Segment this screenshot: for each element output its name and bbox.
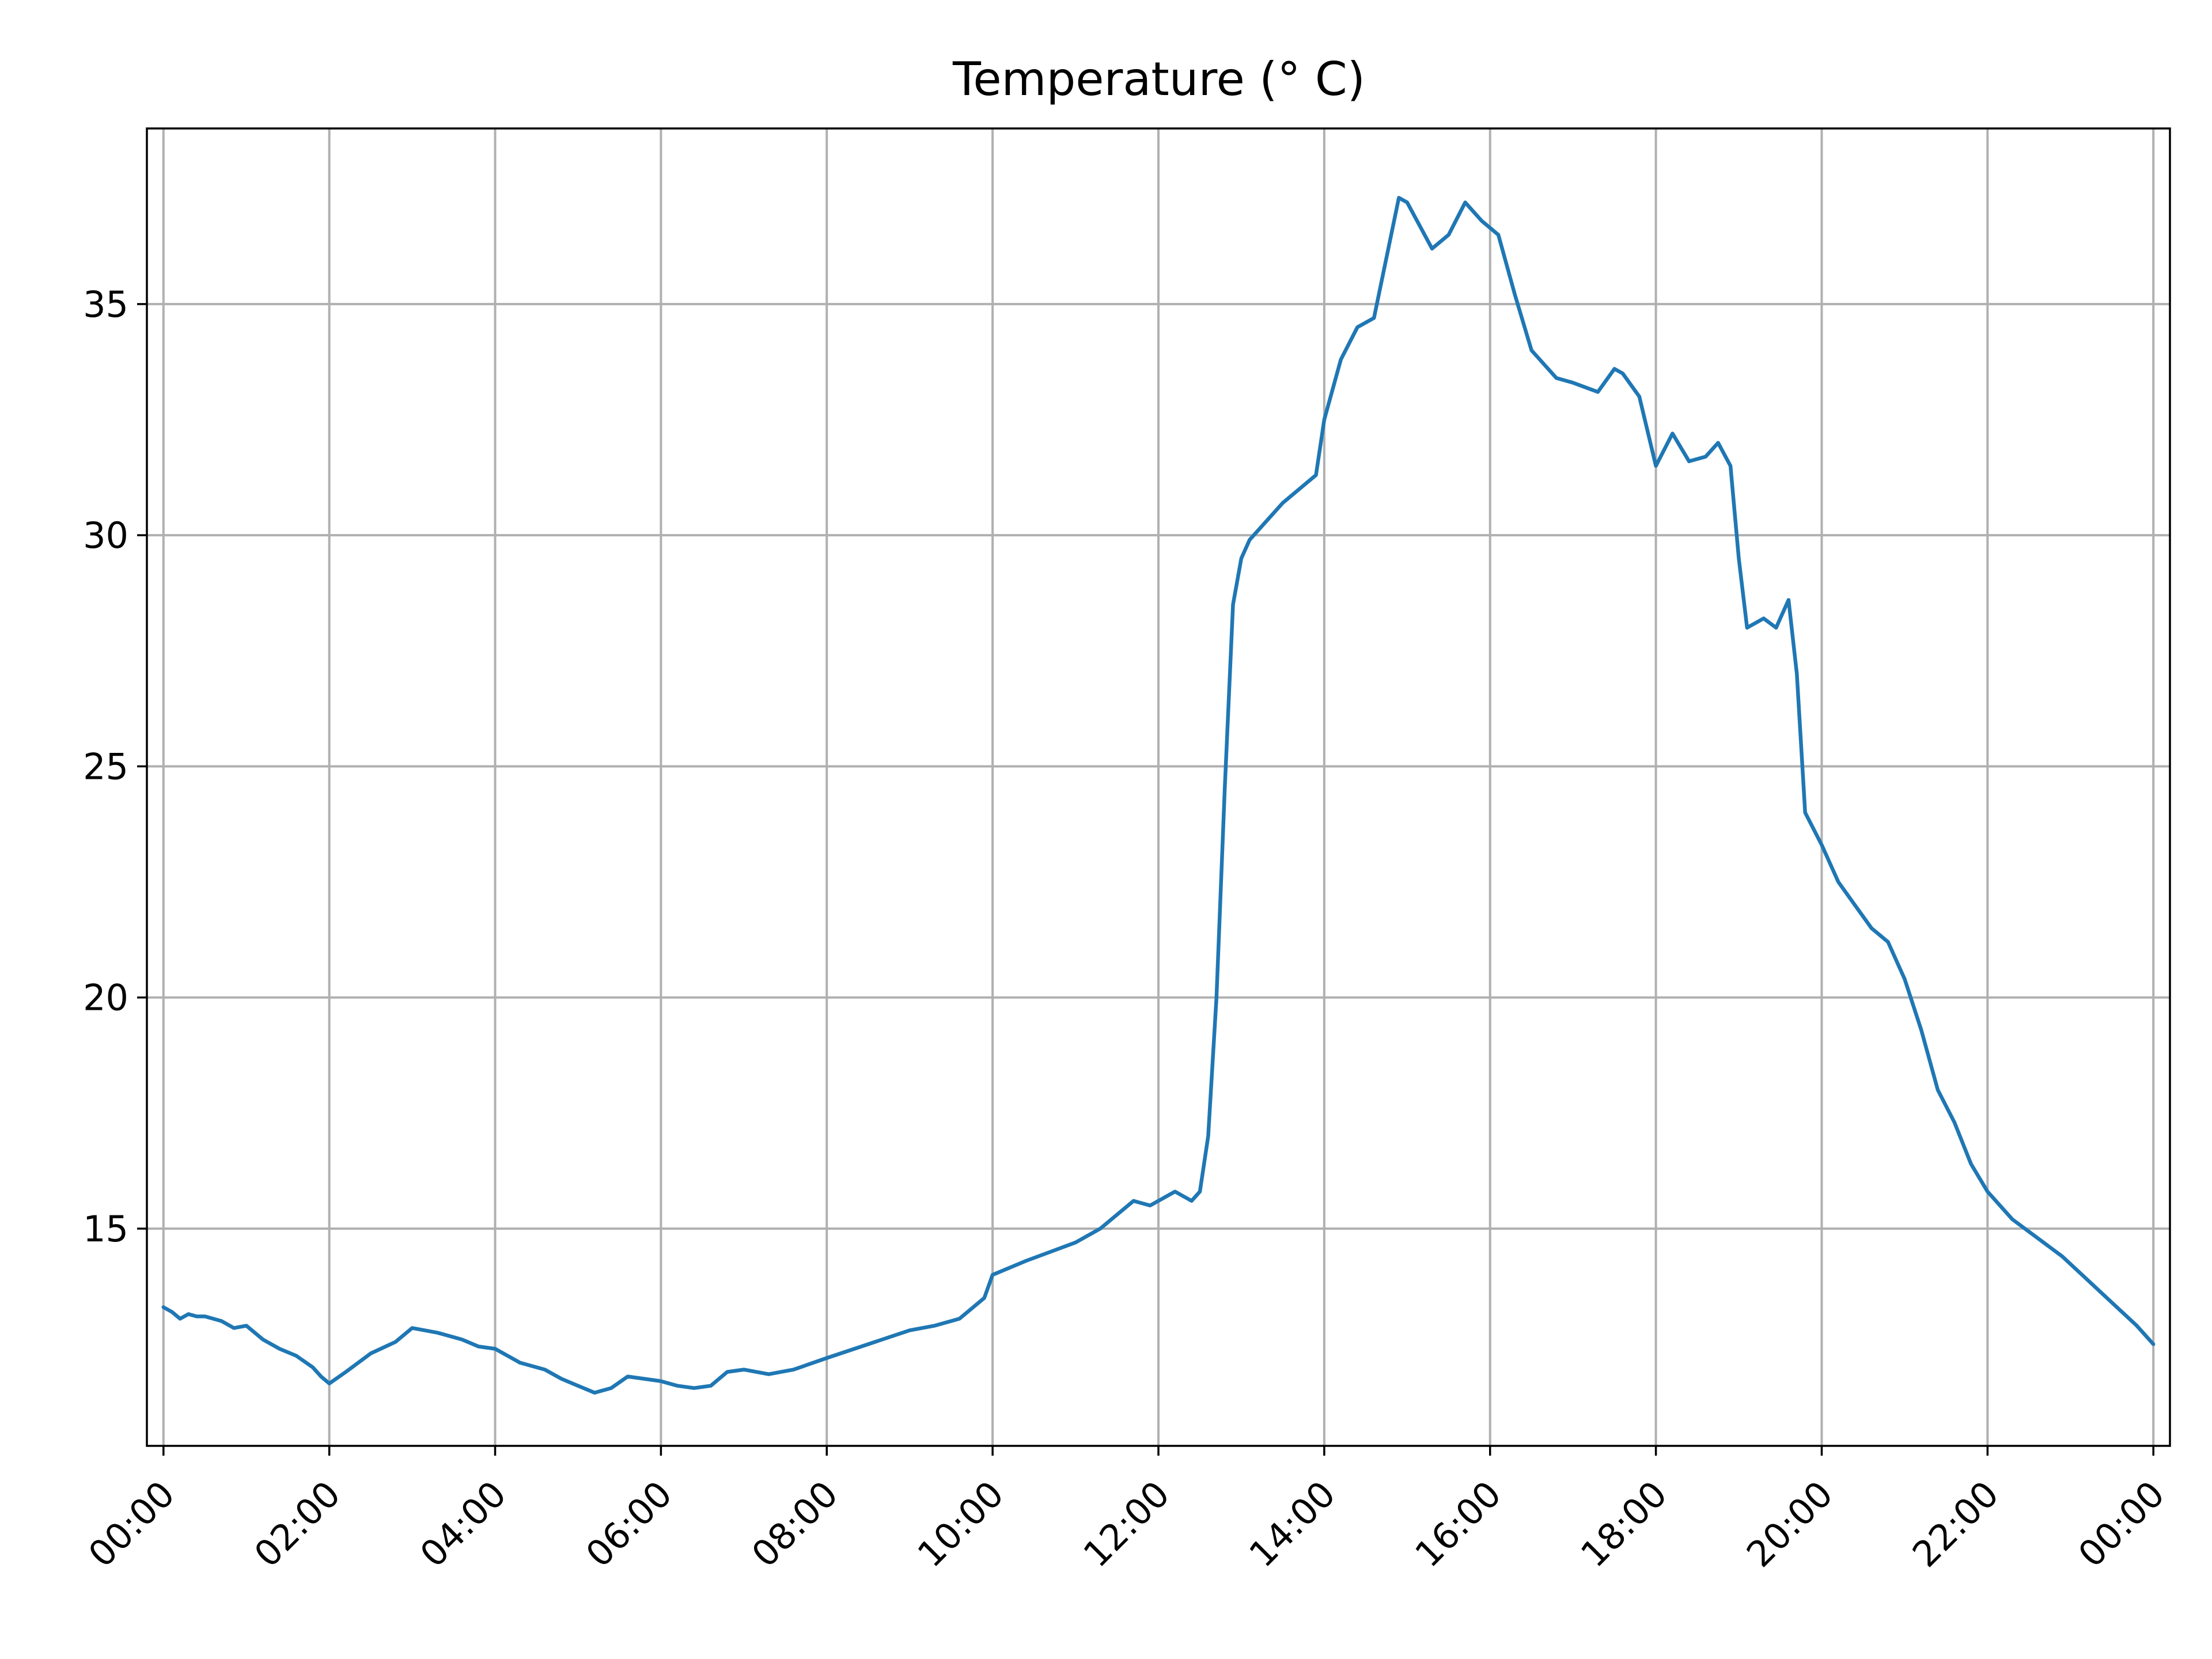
y-tick-label: 30 [83,514,128,556]
temperature-series-line [161,196,2156,1395]
grid [147,128,2170,1446]
y-tick-label: 20 [83,977,128,1019]
y-tick-label: 35 [83,283,128,325]
y-tick-label: 25 [83,745,128,787]
chart-title: Temperature (° C) [952,52,1365,106]
y-axis: 15 20 25 30 35 [83,283,147,1250]
series-layer [161,196,2156,1395]
y-tick-label: 15 [83,1208,128,1250]
